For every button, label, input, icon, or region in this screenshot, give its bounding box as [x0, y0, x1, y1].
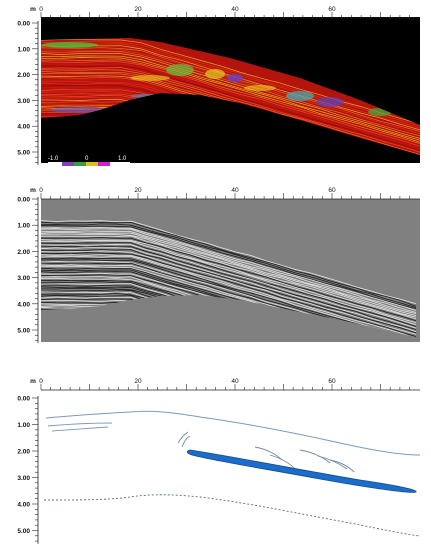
- y-tick-label: 3.00: [17, 98, 30, 105]
- x-tick-label: 40: [231, 378, 239, 385]
- y-tick-label: 2.00: [17, 72, 30, 79]
- x-tick-label: 60: [328, 378, 336, 385]
- x-tick-label: 60: [328, 6, 336, 13]
- unit-label: m: [30, 6, 36, 13]
- colorbar-label-mid: 0: [85, 156, 89, 162]
- x-tick-label: 60: [328, 187, 336, 194]
- y-tick-label: 4.00: [17, 502, 30, 509]
- y-tick-label: 0.00: [17, 396, 30, 403]
- panel-interpretation: [41, 398, 421, 546]
- base-boundary: [43, 494, 421, 537]
- x-tick-label: 0: [39, 6, 43, 13]
- y-tick-label: 1.00: [17, 422, 30, 429]
- y-tick-label: 2.00: [17, 249, 30, 256]
- x-tick-label: 20: [134, 378, 142, 385]
- panel-grayscale-section: [41, 199, 420, 342]
- dip-line-1: [177, 431, 189, 444]
- dip-line-6: [317, 455, 348, 470]
- shallow-reflector-2: [51, 426, 109, 432]
- dip-line-7: [329, 459, 355, 473]
- colorbar-label-min: -1.0: [48, 156, 59, 162]
- x-tick-label: 0: [39, 187, 43, 194]
- y-tick-label: 1.00: [17, 223, 30, 230]
- dip-line-5: [299, 449, 331, 464]
- y-tick-label: 5.00: [17, 150, 30, 157]
- panel-3-frame: [41, 398, 420, 546]
- unit-label: m: [30, 378, 36, 385]
- y-tick-label: 0.00: [17, 21, 30, 28]
- y-tick-label: 3.00: [17, 275, 30, 282]
- y-tick-label: 5.00: [17, 328, 30, 335]
- unit-label: m: [30, 187, 36, 194]
- y-tick-label: 2.00: [17, 449, 30, 456]
- y-tick-label: 1.00: [17, 46, 30, 53]
- y-tick-label: 0.00: [17, 197, 30, 204]
- x-tick-label: 20: [134, 187, 142, 194]
- x-tick-label: 40: [231, 187, 239, 194]
- colorbar-label-max: 1.0: [118, 156, 127, 162]
- y-tick-label: 4.00: [17, 124, 30, 131]
- shallow-reflector-1: [47, 422, 113, 427]
- x-tick-label: 40: [231, 6, 239, 13]
- y-tick-label: 5.00: [17, 528, 30, 535]
- anomaly-body: [186, 449, 417, 493]
- y-tick-label: 4.00: [17, 301, 30, 308]
- panel-attribute-section: -1.0 0 1.0: [41, 17, 420, 166]
- dip-line-2: [181, 435, 191, 448]
- y-tick-label: 3.00: [17, 475, 30, 482]
- surface-reflector: [45, 410, 421, 456]
- x-tick-label: 0: [39, 378, 43, 385]
- x-tick-label: 20: [134, 6, 142, 13]
